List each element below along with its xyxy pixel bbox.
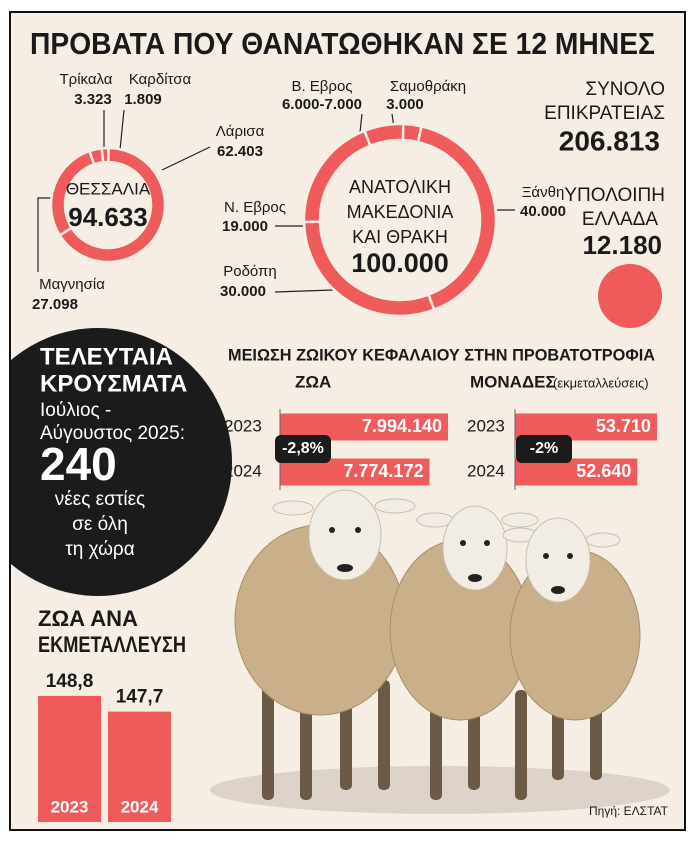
segment-value: 30.000 — [220, 283, 266, 300]
donut-segment — [49, 149, 96, 238]
bar-value: 52.640 — [576, 461, 631, 481]
segment-label: Ροδόπη — [223, 263, 277, 280]
cases-circle — [11, 328, 232, 596]
leader — [274, 289, 334, 293]
change-badge — [275, 435, 331, 463]
rest-circle — [598, 264, 662, 328]
segment-value: 3.323 — [74, 91, 112, 108]
bar — [108, 711, 171, 822]
year-label: 2023 — [51, 797, 89, 816]
leader — [37, 197, 53, 272]
segment-label: Καρδίτσα — [129, 71, 192, 88]
year-label: 2024 — [224, 461, 262, 480]
segment-label: Λάρισα — [216, 123, 265, 140]
cases-period: Ιούλιος - — [40, 400, 111, 421]
total-label: ΣΥΝΟΛΟ — [585, 79, 665, 100]
bar-value: 7.994.140 — [362, 416, 442, 436]
panel-title: ΖΩΑ ΑΝΑ — [38, 606, 138, 631]
leader — [119, 109, 125, 151]
panel-title: ΕΚΜΕΤΑΛΛΕΥΣΗ — [38, 632, 186, 657]
panel-title: ΖΩΑ — [295, 372, 331, 391]
bar-value: 148,8 — [46, 671, 94, 692]
donut-title: ΚΑΙ ΘΡΑΚΗ — [352, 227, 448, 247]
panel-subtitle: (εκμεταλλεύσεις) — [553, 375, 649, 390]
donut-title: ΑΝΑΤΟΛΙΚΗ — [349, 177, 451, 197]
year-label: 2024 — [121, 797, 159, 816]
year-label: 2023 — [224, 416, 262, 435]
cases-text: τη χώρα — [65, 539, 134, 560]
donut-segment — [57, 146, 167, 264]
bar-value: 7.774.172 — [343, 461, 423, 481]
segment-label: Τρίκαλα — [60, 71, 113, 88]
segment-value: 3.000 — [386, 96, 424, 113]
rest-label: ΕΛΛΑΔΑ — [582, 209, 658, 230]
donut-title: ΜΑΚΕΔΟΝΙΑ — [347, 202, 454, 222]
bar — [38, 695, 101, 822]
title: ΠΡΟΒΑΤΑ ΠΟΥ ΘΑΝΑΤΩΘΗΚΑΝ ΣΕ 12 ΜΗΝΕΣ — [30, 26, 655, 61]
segment-label: Ν. Εβρος — [224, 199, 286, 216]
donut-total: 100.000 — [351, 248, 449, 278]
change-label: -2% — [530, 440, 558, 457]
year-label: 2024 — [467, 461, 505, 480]
donut-total: 94.633 — [68, 202, 148, 232]
cases-number: 240 — [40, 438, 117, 490]
year-label: 2023 — [467, 416, 505, 435]
rest-label: ΥΠΟΛΟΙΠΗ — [564, 185, 665, 206]
donut-title: ΘΕΣΣΑΛΙΑ — [66, 179, 151, 198]
segment-label: Β. Εβρος — [291, 78, 352, 95]
segment-value: 27.098 — [32, 296, 78, 313]
total-value: 206.813 — [559, 125, 660, 156]
cases-period: Αύγουστος 2025: — [40, 423, 185, 444]
bar-value: 147,7 — [116, 687, 164, 708]
change-badge — [516, 435, 572, 463]
segment-value: 19.000 — [222, 218, 268, 235]
cases-text: νέες εστίες — [55, 489, 145, 510]
segment-value: 1.809 — [124, 91, 162, 108]
segment-label: Ξάνθη — [522, 184, 565, 201]
donut-segment — [362, 122, 405, 148]
leader — [161, 146, 211, 171]
total-label: ΕΠΙΚΡΑΤΕΙΑΣ — [544, 103, 665, 124]
panel-title: ΜΟΝΑΔΕΣ — [470, 372, 556, 391]
segment-value: 6.000-7.000 — [282, 96, 362, 113]
segment-value: 62.403 — [217, 143, 263, 160]
segment-label: Μαγνησία — [39, 276, 105, 293]
segment-label: Σαμοθράκη — [390, 78, 466, 95]
cases-text: σε όλη — [72, 514, 128, 535]
bar-value: 53.710 — [596, 416, 651, 436]
change-label: -2,8% — [282, 440, 324, 457]
rest-value: 12.180 — [582, 230, 662, 260]
decline-title: ΜΕΙΩΣΗ ΖΩΙΚΟΥ ΚΕΦΑΛΑΙΟΥ ΣΤΗΝ ΠΡΟΒΑΤΟΤΡΟΦ… — [228, 345, 655, 364]
source: Πηγή: ΕΛΣΤΑΤ — [589, 804, 669, 818]
cases-title: ΤΕΛΕΥΤΑΙΑ — [40, 343, 173, 370]
segment-value: 40.000 — [520, 203, 566, 220]
sheep-illustration — [210, 489, 670, 814]
cases-title: ΚΡΟΥΣΜΑΤΑ — [40, 370, 187, 397]
